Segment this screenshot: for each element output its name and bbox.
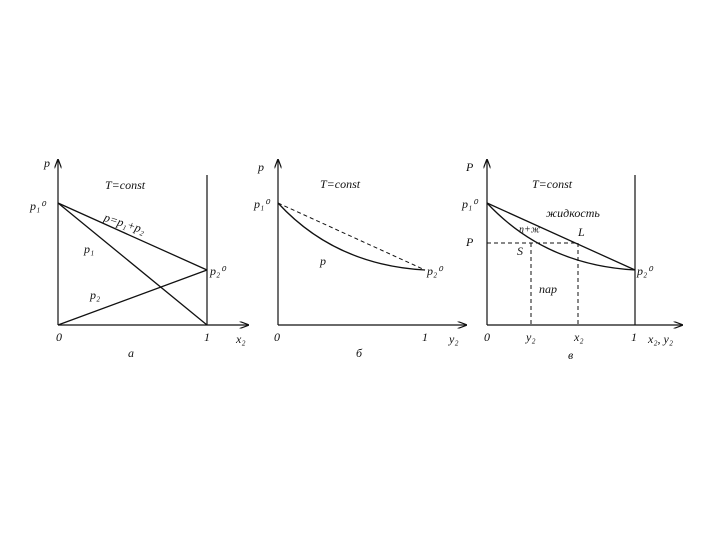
origin: 0: [484, 330, 490, 344]
origin: 0: [56, 330, 62, 344]
liquid-line: [277, 202, 426, 271]
condition: T=const: [105, 178, 146, 192]
label: п+ж: [519, 224, 541, 235]
label: пар: [539, 282, 557, 296]
label: p₂⁰: [426, 264, 444, 278]
x-end: 1: [204, 330, 210, 344]
label: S: [517, 244, 523, 258]
x-end: 1: [631, 330, 637, 344]
label: y₂: [525, 330, 536, 344]
caption: б: [356, 346, 363, 360]
label: p₂⁰: [209, 264, 227, 278]
x-label: x₂, y₂: [647, 332, 673, 346]
condition: T=const: [320, 177, 361, 191]
label: L: [577, 225, 585, 239]
p1-line: [57, 202, 208, 326]
y-label: p: [257, 160, 264, 174]
label: x₂: [573, 330, 584, 344]
y-label: P: [465, 160, 474, 174]
panel-b: p T=const p₁⁰ p p₂⁰ 0 1 y₂ б: [253, 160, 466, 360]
origin: 0: [274, 330, 280, 344]
p2-line: [57, 269, 208, 326]
label: p₁⁰: [461, 197, 479, 211]
label: жидкость: [546, 206, 600, 220]
tie-lines: [487, 242, 579, 325]
panel-a: p T=const p₁⁰ p=p₁+p₂ p₁ p₂ p₂⁰ 0 1 x₂ а: [29, 156, 248, 360]
label: p: [319, 254, 326, 268]
liquid-line: [486, 202, 636, 271]
x-label: y₂: [448, 332, 459, 346]
label: p₁⁰: [253, 197, 271, 211]
label: p₂: [89, 288, 100, 302]
label: P: [465, 235, 474, 249]
x-label: x₂: [235, 332, 246, 346]
condition: T=const: [532, 177, 573, 191]
y-label: p: [43, 156, 50, 170]
panel-v: P T=const p₁⁰ P жидкость п+ж L S p₂⁰ пар…: [461, 160, 682, 362]
caption: а: [128, 346, 134, 360]
vapor-curve: [486, 202, 636, 271]
total-pressure: [57, 202, 208, 271]
caption: в: [568, 348, 573, 362]
label: p₁⁰: [29, 199, 47, 213]
label: p₁: [83, 242, 94, 256]
label: p₂⁰: [636, 264, 654, 278]
x-end: 1: [422, 330, 428, 344]
vapor-curve: [277, 202, 426, 271]
